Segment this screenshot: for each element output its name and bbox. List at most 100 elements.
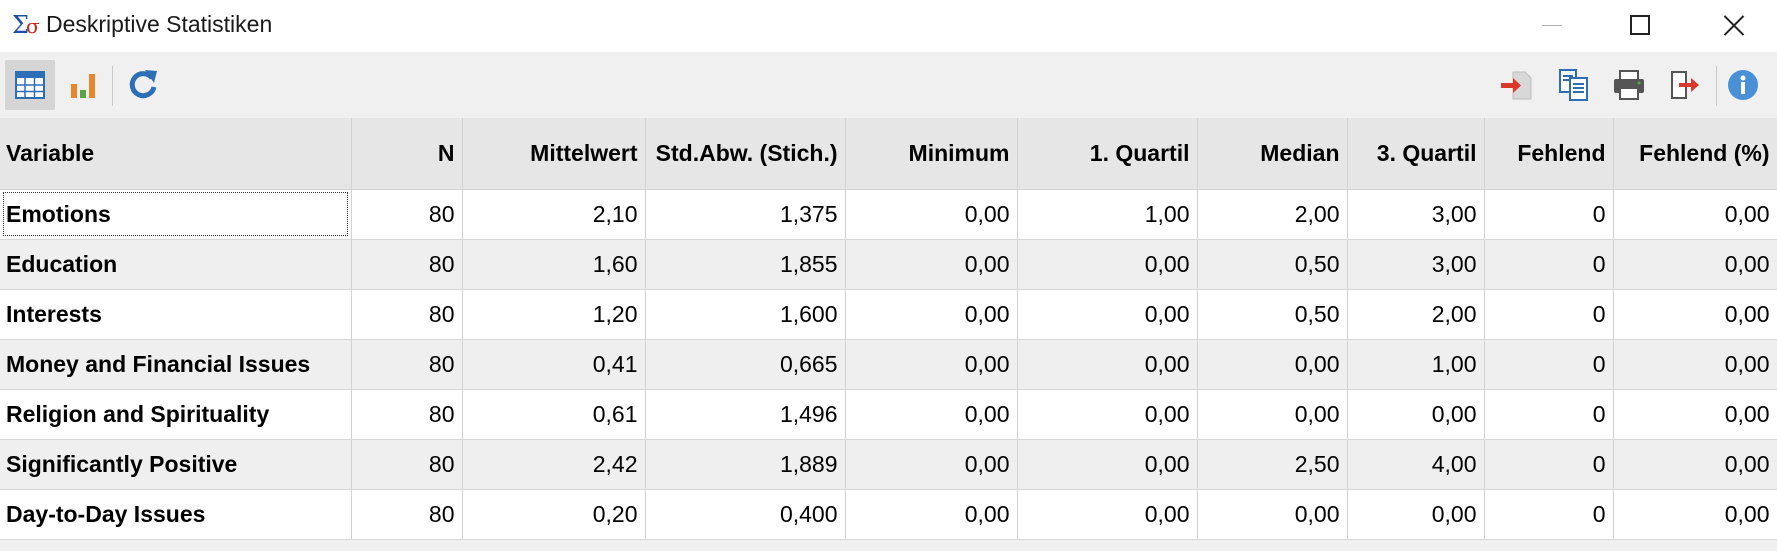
- cell-q1[interactable]: 0,00: [1017, 339, 1198, 390]
- cell-std-dev[interactable]: 1,600: [645, 289, 846, 340]
- cell-median[interactable]: 0,50: [1197, 239, 1348, 290]
- cell-std-dev[interactable]: 1,375: [645, 189, 846, 240]
- cell-missing[interactable]: 0: [1484, 289, 1614, 340]
- cell-std-dev[interactable]: 0,400: [645, 489, 846, 540]
- cell-variable[interactable]: Day-to-Day Issues: [0, 489, 352, 540]
- cell-q3[interactable]: 0,00: [1347, 489, 1485, 540]
- table-row[interactable]: Education 80 1,60 1,855 0,00 0,00 0,50 3,00 0 0,0…: [0, 239, 1777, 290]
- table-row[interactable]: Money and Financial Issues 80 0,41 0,665 0,0…: [0, 339, 1777, 390]
- minimize-button[interactable]: [1524, 0, 1580, 50]
- cell-missing-pct[interactable]: 0,00: [1613, 189, 1777, 240]
- close-button[interactable]: [1706, 0, 1762, 50]
- cell-missing[interactable]: 0: [1484, 489, 1614, 540]
- table-row[interactable]: Day-to-Day Issues 80 0,20 0,400 0,00 0,00 0,00…: [0, 489, 1777, 540]
- cell-q1[interactable]: 0,00: [1017, 489, 1198, 540]
- cell-std-dev[interactable]: 1,889: [645, 439, 846, 490]
- cell-median[interactable]: 0,00: [1197, 389, 1348, 440]
- copy-button[interactable]: [1549, 60, 1599, 110]
- cell-variable[interactable]: Money and Financial Issues: [0, 339, 352, 390]
- column-header-n[interactable]: N: [351, 118, 463, 190]
- cell-q3[interactable]: 4,00: [1347, 439, 1485, 490]
- cell-mean[interactable]: 1,60: [462, 239, 646, 290]
- column-header-std-dev[interactable]: Std.Abw. (Stich.): [645, 118, 846, 190]
- column-header-q1[interactable]: 1. Quartil: [1017, 118, 1198, 190]
- cell-q3[interactable]: 3,00: [1347, 239, 1485, 290]
- cell-minimum[interactable]: 0,00: [845, 339, 1018, 390]
- print-button[interactable]: [1604, 60, 1654, 110]
- cell-missing-pct[interactable]: 0,00: [1613, 239, 1777, 290]
- cell-mean[interactable]: 2,10: [462, 189, 646, 240]
- column-header-minimum[interactable]: Minimum: [845, 118, 1018, 190]
- cell-q1[interactable]: 0,00: [1017, 239, 1198, 290]
- cell-q3[interactable]: 1,00: [1347, 339, 1485, 390]
- cell-missing-pct[interactable]: 0,00: [1613, 439, 1777, 490]
- cell-mean[interactable]: 0,20: [462, 489, 646, 540]
- cell-minimum[interactable]: 0,00: [845, 489, 1018, 540]
- cell-missing[interactable]: 0: [1484, 339, 1614, 390]
- cell-q3[interactable]: 2,00: [1347, 289, 1485, 340]
- cell-variable[interactable]: Significantly Positive: [0, 439, 352, 490]
- cell-minimum[interactable]: 0,00: [845, 189, 1018, 240]
- cell-missing-pct[interactable]: 0,00: [1613, 389, 1777, 440]
- table-row[interactable]: Significantly Positive 80 2,42 1,889 0,00 0,0…: [0, 439, 1777, 490]
- cell-minimum[interactable]: 0,00: [845, 439, 1018, 490]
- cell-std-dev[interactable]: 1,496: [645, 389, 846, 440]
- column-header-missing[interactable]: Fehlend: [1484, 118, 1614, 190]
- title-bar: Σσ Deskriptive Statistiken: [0, 0, 1777, 52]
- cell-minimum[interactable]: 0,00: [845, 389, 1018, 440]
- cell-std-dev[interactable]: 0,665: [645, 339, 846, 390]
- info-button[interactable]: [1718, 60, 1768, 110]
- cell-q1[interactable]: 1,00: [1017, 189, 1198, 240]
- cell-variable[interactable]: Interests: [0, 289, 352, 340]
- cell-median[interactable]: 2,50: [1197, 439, 1348, 490]
- cell-q1[interactable]: 0,00: [1017, 439, 1198, 490]
- table-view-button[interactable]: [5, 60, 55, 110]
- table-row[interactable]: Interests 80 1,20 1,600 0,00 0,00 0,50 2,00 0 0,0…: [0, 289, 1777, 340]
- import-button[interactable]: [1491, 60, 1541, 110]
- chart-view-button[interactable]: [58, 60, 108, 110]
- cell-median[interactable]: 2,00: [1197, 189, 1348, 240]
- cell-std-dev[interactable]: 1,855: [645, 239, 846, 290]
- cell-median[interactable]: 0,00: [1197, 339, 1348, 390]
- refresh-button[interactable]: [118, 60, 168, 110]
- cell-mean[interactable]: 0,61: [462, 389, 646, 440]
- cell-n[interactable]: 80: [351, 289, 463, 340]
- cell-minimum[interactable]: 0,00: [845, 289, 1018, 340]
- export-button[interactable]: [1660, 60, 1710, 110]
- cell-mean[interactable]: 2,42: [462, 439, 646, 490]
- cell-mean[interactable]: 0,41: [462, 339, 646, 390]
- cell-q1[interactable]: 0,00: [1017, 389, 1198, 440]
- cell-median[interactable]: 0,00: [1197, 489, 1348, 540]
- cell-n[interactable]: 80: [351, 189, 463, 240]
- cell-missing[interactable]: 0: [1484, 439, 1614, 490]
- cell-median[interactable]: 0,50: [1197, 289, 1348, 340]
- maximize-button[interactable]: [1612, 0, 1668, 50]
- cell-n[interactable]: 80: [351, 489, 463, 540]
- column-header-variable[interactable]: Variable: [0, 118, 352, 190]
- cell-n[interactable]: 80: [351, 389, 463, 440]
- column-header-mean[interactable]: Mittelwert: [462, 118, 646, 190]
- column-header-missing-pct[interactable]: Fehlend (%): [1613, 118, 1777, 190]
- cell-missing[interactable]: 0: [1484, 239, 1614, 290]
- copy-icon: [1559, 69, 1588, 101]
- cell-mean[interactable]: 1,20: [462, 289, 646, 340]
- cell-missing-pct[interactable]: 0,00: [1613, 339, 1777, 390]
- table-row[interactable]: Emotions 80 2,10 1,375 0,00 1,00 2,00 3,00 0 0,00: [0, 189, 1777, 240]
- cell-variable[interactable]: Education: [0, 239, 352, 290]
- cell-n[interactable]: 80: [351, 439, 463, 490]
- column-header-median[interactable]: Median: [1197, 118, 1348, 190]
- cell-missing[interactable]: 0: [1484, 189, 1614, 240]
- cell-n[interactable]: 80: [351, 239, 463, 290]
- cell-missing-pct[interactable]: 0,00: [1613, 289, 1777, 340]
- cell-q3[interactable]: 3,00: [1347, 189, 1485, 240]
- cell-missing[interactable]: 0: [1484, 389, 1614, 440]
- cell-variable[interactable]: Emotions: [0, 189, 352, 240]
- cell-minimum[interactable]: 0,00: [845, 239, 1018, 290]
- cell-q3[interactable]: 0,00: [1347, 389, 1485, 440]
- cell-n[interactable]: 80: [351, 339, 463, 390]
- cell-missing-pct[interactable]: 0,00: [1613, 489, 1777, 540]
- cell-variable[interactable]: Religion and Spirituality: [0, 389, 352, 440]
- cell-q1[interactable]: 0,00: [1017, 289, 1198, 340]
- column-header-q3[interactable]: 3. Quartil: [1347, 118, 1485, 190]
- table-row[interactable]: Religion and Spirituality 80 0,61 1,496 0,00…: [0, 389, 1777, 440]
